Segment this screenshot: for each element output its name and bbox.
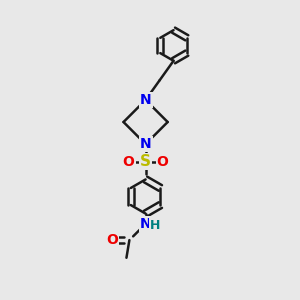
Text: H: H (150, 219, 160, 232)
Text: S: S (140, 154, 151, 169)
Text: N: N (140, 137, 152, 151)
Text: O: O (157, 155, 169, 169)
Text: N: N (140, 93, 152, 107)
Text: O: O (106, 233, 118, 247)
Text: N: N (140, 217, 152, 231)
Text: O: O (123, 155, 134, 169)
